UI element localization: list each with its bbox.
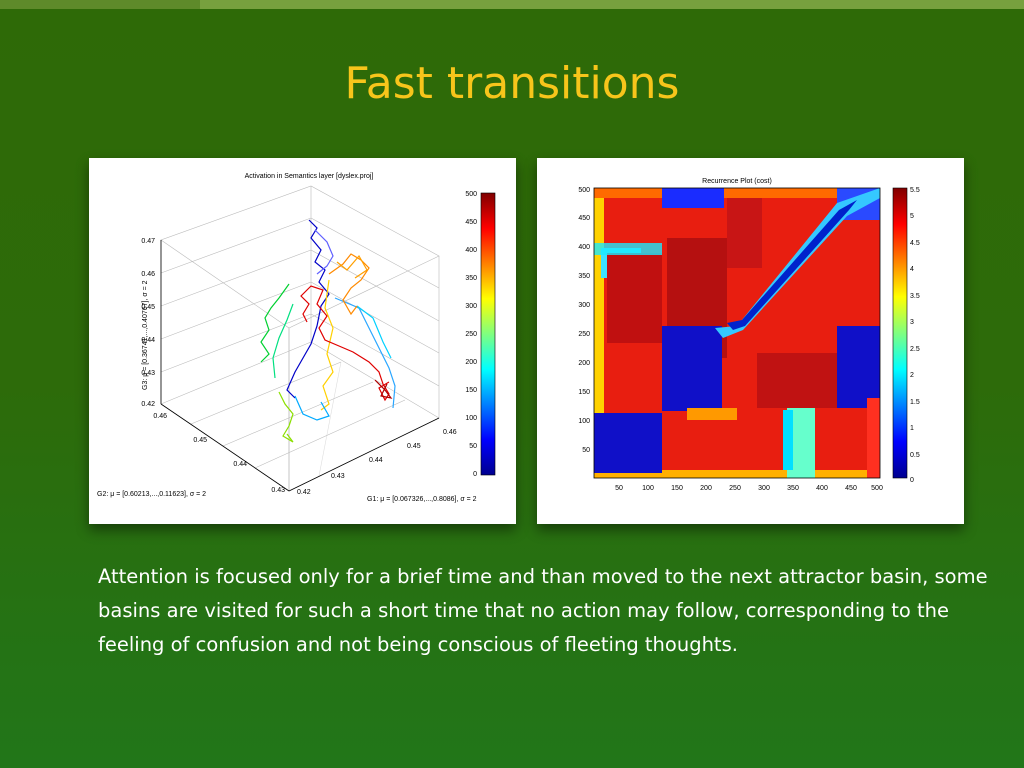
cb-tick: 4 [910,266,914,273]
trajectory-plot: Activation in Semantics layer [dyslex.pr… [97,173,496,503]
x-tick: 250 [729,485,741,492]
recurrence-x-ticks: 50 100 150 200 250 300 350 400 450 500 [615,485,883,492]
z-tick: 0.42 [141,401,155,408]
g2-axis-label: G2: μ = [0.60213,...,0.11623], σ = 2 [97,491,206,498]
z-tick: 0.47 [141,238,155,245]
g1-axis-ticks: 0.42 0.43 0.44 0.45 0.46 [297,429,457,496]
g1-tick: 0.44 [369,457,383,464]
y-tick: 500 [578,187,590,194]
cb-tick: 500 [465,191,477,198]
x-tick: 400 [816,485,828,492]
g2-axis-ticks: 0.46 0.45 0.44 0.43 [153,413,285,494]
cb-tick: 450 [465,219,477,226]
cb-tick: 350 [465,275,477,282]
recurrence-frame [593,187,881,479]
x-tick: 150 [671,485,683,492]
z-axis-ticks: 0.47 0.46 0.45 0.44 0.43 0.42 [141,238,155,408]
cb-tick: 0 [910,477,914,484]
trajectory-title: Activation in Semantics layer [dyslex.pr… [245,173,374,180]
y-tick: 350 [578,273,590,280]
top-accent-bar-dark [0,0,200,9]
y-tick: 150 [578,389,590,396]
x-tick: 50 [615,485,623,492]
g1-tick: 0.46 [443,429,457,436]
cb-tick: 3.5 [910,293,920,300]
recurrence-figure: Recurrence Plot (cost) [537,158,964,524]
z-axis-label: G3: μ = [0.36741,...,0.40767], σ = 2 [142,280,149,390]
recurrence-y-ticks: 500 450 400 350 300 250 200 150 100 50 [578,187,590,454]
g1-tick: 0.42 [297,489,311,496]
x-tick: 350 [787,485,799,492]
cb-tick: 5.5 [910,187,920,194]
cb-tick: 5 [910,213,914,220]
g2-tick: 0.44 [233,461,247,468]
y-tick: 300 [578,302,590,309]
cb-tick: 0.5 [910,452,920,459]
x-tick: 500 [871,485,883,492]
trajectory-colorbar-ticks: 500 450 400 350 300 250 200 150 100 50 0 [465,191,477,478]
y-tick: 450 [578,215,590,222]
cb-tick: 1.5 [910,399,920,406]
cb-tick: 150 [465,387,477,394]
y-tick: 50 [582,447,590,454]
y-tick: 400 [578,244,590,251]
recurrence-colorbar [892,187,908,479]
recurrence-matrix [594,188,880,478]
x-tick: 450 [845,485,857,492]
cb-tick: 300 [465,303,477,310]
slide-body-text: Attention is focused only for a brief ti… [98,565,988,656]
axis-lines [160,240,440,492]
g2-tick: 0.46 [153,413,167,420]
cb-tick: 2.5 [910,346,920,353]
x-tick: 300 [758,485,770,492]
axes-box [160,185,440,492]
g2-tick: 0.43 [271,487,285,494]
cb-tick: 0 [473,471,477,478]
cb-tick: 250 [465,331,477,338]
y-tick: 200 [578,360,590,367]
z-tick: 0.44 [141,337,155,344]
x-tick: 100 [642,485,654,492]
x-tick: 200 [700,485,712,492]
cb-tick: 50 [469,443,477,450]
cb-tick: 200 [465,359,477,366]
cb-tick: 1 [910,425,914,432]
cb-tick: 100 [465,415,477,422]
slide-title: Fast transitions [344,58,680,109]
g1-tick: 0.43 [331,473,345,480]
g2-tick: 0.45 [193,437,207,444]
cb-tick: 4.5 [910,240,920,247]
trajectory-path [260,219,396,443]
recurrence-plot: Recurrence Plot (cost) [578,178,920,492]
z-tick: 0.43 [141,370,155,377]
recurrence-title: Recurrence Plot (cost) [702,178,772,185]
trajectory-colorbar [480,192,496,476]
recurrence-colorbar-ticks: 5.5 5 4.5 4 3.5 3 2.5 2 1.5 1 0.5 0 [910,187,920,484]
cb-tick: 2 [910,372,914,379]
cb-tick: 400 [465,247,477,254]
top-accent-bar [0,0,1024,9]
z-tick: 0.45 [141,304,155,311]
g1-axis-label: G1: μ = [0.067326,...,0.8086], σ = 2 [367,496,477,503]
z-tick: 0.46 [141,271,155,278]
y-tick: 100 [578,418,590,425]
y-tick: 250 [578,331,590,338]
cb-tick: 3 [910,319,914,326]
g1-tick: 0.45 [407,443,421,450]
trajectory-figure: Activation in Semantics layer [dyslex.pr… [89,158,516,524]
